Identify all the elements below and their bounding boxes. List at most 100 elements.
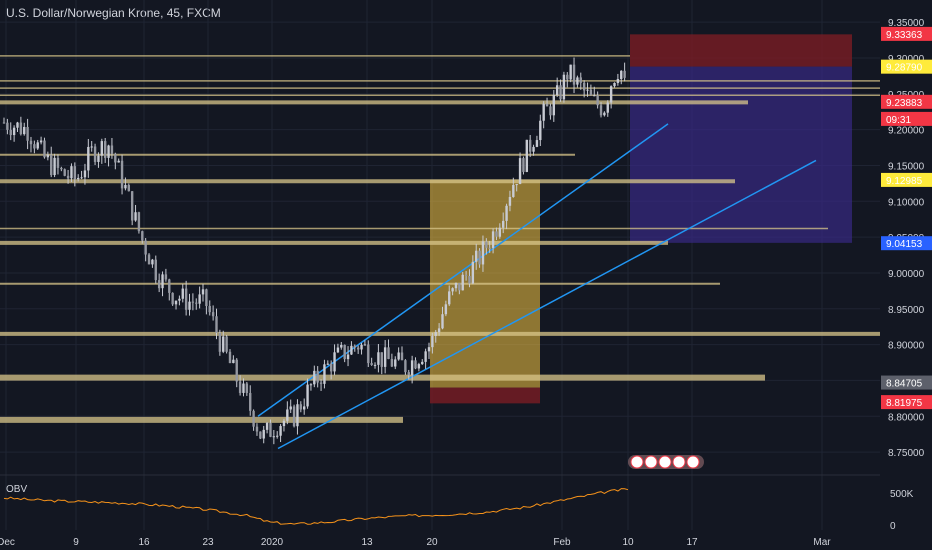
candle-body [599, 105, 603, 116]
candle-body [249, 392, 252, 411]
candle-body [434, 332, 437, 336]
candle-body [549, 106, 552, 116]
candle-body [56, 157, 60, 168]
price-level-label: 8.81975 [886, 398, 923, 409]
candle-body [272, 436, 276, 438]
candle-body [441, 314, 444, 329]
price-level-label: 9.04153 [886, 239, 923, 250]
candle-body [282, 420, 286, 427]
candle-body [461, 274, 464, 291]
candle-body [606, 102, 609, 113]
candle-body [262, 429, 265, 439]
candle-body [238, 381, 242, 393]
y-tick-label: 9.30000 [888, 54, 925, 65]
candle-body [289, 406, 292, 410]
candle-body [107, 145, 110, 158]
candle-body [518, 158, 522, 185]
candle-body [562, 74, 566, 100]
stop-zone-red-2 [630, 34, 852, 67]
candle-body [360, 344, 363, 350]
candle-body [63, 169, 66, 176]
candle-body [100, 141, 104, 156]
candle-body [424, 351, 427, 362]
candle-body [613, 82, 616, 87]
candle-body [383, 347, 387, 367]
candle-body [97, 155, 100, 162]
candle-body [528, 139, 532, 152]
candle-body [313, 370, 316, 385]
chart-title: U.S. Dollar/Norwegian Krone, 45, FXCM [6, 6, 221, 20]
candle-body [70, 166, 73, 179]
candle-body [397, 352, 400, 360]
candle-body [201, 289, 205, 295]
candle-body [448, 291, 451, 305]
x-tick-label: 23 [202, 537, 214, 548]
candle-body [414, 360, 417, 369]
candle-body [535, 140, 539, 147]
event-badge-icon [644, 455, 658, 469]
candle-body [130, 191, 134, 221]
candle-body [326, 363, 330, 365]
candle-body [110, 145, 114, 154]
candle-body [222, 336, 225, 352]
candle-body [225, 336, 228, 352]
price-level-tag [881, 111, 932, 126]
candle-body [336, 347, 340, 353]
candle-body [93, 146, 97, 162]
candle-body [50, 154, 53, 176]
candle-body [154, 259, 157, 281]
candle-body [6, 122, 9, 130]
candle-body [242, 383, 245, 393]
y-tick-label: 9.10000 [888, 197, 925, 208]
stop-zone-red [430, 387, 540, 404]
candle-body [161, 274, 164, 289]
candle-body [184, 288, 188, 310]
candle-body [174, 300, 178, 305]
y-tick-label: 8.90000 [888, 341, 925, 352]
candle-body [478, 250, 481, 265]
y-tick-label: 9.20000 [888, 126, 925, 137]
candle-body [218, 332, 222, 352]
candle-body [208, 306, 211, 313]
candle-body [215, 316, 218, 333]
candle-body [471, 261, 475, 284]
candle-body [495, 231, 498, 237]
candle-body [73, 166, 77, 180]
candle-body [191, 301, 195, 303]
obv-label: OBV [6, 484, 28, 495]
candle-body [265, 422, 269, 430]
candle-body [279, 426, 282, 436]
candle-body [141, 231, 144, 241]
event-badge-count: 3 [634, 457, 640, 468]
candle-body [235, 359, 238, 382]
candle-body [367, 344, 370, 364]
price-level-label: 9.12985 [886, 176, 923, 187]
candle-body [120, 160, 124, 189]
x-tick-label: 9 [73, 537, 79, 548]
price-axis-panel [880, 0, 932, 550]
candle-body [188, 301, 191, 310]
candle-body [410, 360, 414, 376]
y-tick-label: 8.75000 [888, 448, 925, 459]
price-level-tag [881, 59, 932, 74]
candle-body [373, 364, 377, 366]
candle-body [437, 328, 441, 333]
candle-body [245, 383, 249, 393]
candle-body [127, 184, 130, 192]
price-level-tag [881, 26, 932, 41]
candle-body [181, 288, 184, 299]
candle-body [407, 372, 410, 376]
candle-body [552, 95, 555, 116]
candle-body [23, 126, 26, 135]
candle-body [157, 280, 161, 289]
candle-body [302, 406, 306, 410]
candle-body [555, 85, 559, 96]
price-level-label: 9.33363 [886, 30, 923, 41]
candle-body [103, 141, 107, 158]
candle-body [90, 146, 93, 148]
candle-body [306, 384, 309, 407]
candle-body [431, 335, 434, 348]
candle-body [46, 154, 50, 158]
candle-body [198, 294, 201, 304]
